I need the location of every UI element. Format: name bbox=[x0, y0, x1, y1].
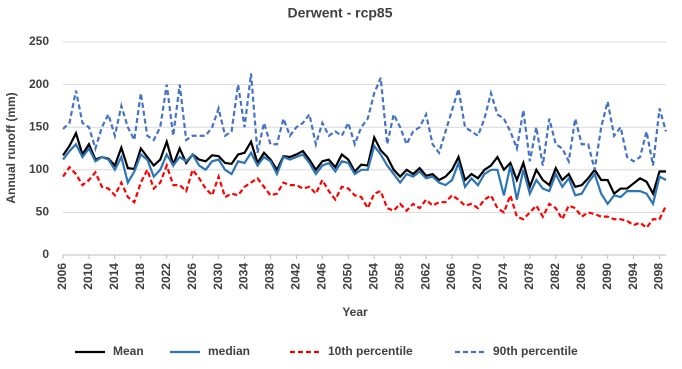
x-tick-label: 2090 bbox=[600, 263, 614, 290]
x-tick-label: 2038 bbox=[263, 263, 277, 290]
legend-label: Mean bbox=[113, 344, 144, 358]
x-tick-label: 2034 bbox=[237, 263, 251, 290]
legend-label: 90th percentile bbox=[493, 344, 578, 358]
series-line bbox=[62, 73, 668, 171]
x-tick-label: 2050 bbox=[340, 263, 354, 290]
y-tick-label: 150 bbox=[29, 119, 49, 133]
y-tick-label: 250 bbox=[29, 34, 49, 48]
x-tick-label: 2070 bbox=[470, 263, 484, 290]
x-tick-label: 2078 bbox=[522, 263, 536, 290]
x-tick-label: 2062 bbox=[418, 263, 432, 290]
y-tick-label: 50 bbox=[36, 205, 50, 219]
x-tick-label: 2058 bbox=[392, 263, 406, 290]
x-tick-label: 2074 bbox=[496, 263, 510, 290]
y-tick-label: 0 bbox=[42, 247, 49, 261]
legend-label: 10th percentile bbox=[328, 344, 413, 358]
x-tick-label: 2082 bbox=[548, 263, 562, 290]
x-tick-label: 2046 bbox=[315, 263, 329, 290]
x-tick-label: 2030 bbox=[211, 263, 225, 290]
x-tick-label: 2010 bbox=[81, 263, 95, 290]
x-tick-label: 2094 bbox=[626, 263, 640, 290]
x-tick-label: 2022 bbox=[159, 263, 173, 290]
x-tick-label: 2086 bbox=[574, 263, 588, 290]
y-axis-title: Annual runoff (mm) bbox=[4, 92, 18, 203]
series-line bbox=[62, 142, 667, 207]
chart-title: Derwent - rcp85 bbox=[287, 5, 392, 21]
x-tick-label: 2054 bbox=[366, 263, 380, 290]
x-tick-label: 2026 bbox=[185, 263, 199, 290]
x-tick-label: 2018 bbox=[133, 263, 147, 290]
x-tick-label: 2006 bbox=[55, 263, 69, 290]
y-tick-label: 100 bbox=[29, 162, 49, 176]
x-tick-label: 2014 bbox=[107, 263, 121, 290]
y-tick-label: 200 bbox=[29, 77, 49, 91]
legend-label: median bbox=[208, 344, 250, 358]
series-line bbox=[62, 130, 666, 197]
x-tick-label: 2066 bbox=[444, 263, 458, 290]
x-tick-label: 2042 bbox=[289, 263, 303, 290]
x-axis-title: Year bbox=[342, 305, 368, 319]
series-line bbox=[62, 162, 667, 230]
x-tick-label: 2098 bbox=[652, 263, 666, 290]
